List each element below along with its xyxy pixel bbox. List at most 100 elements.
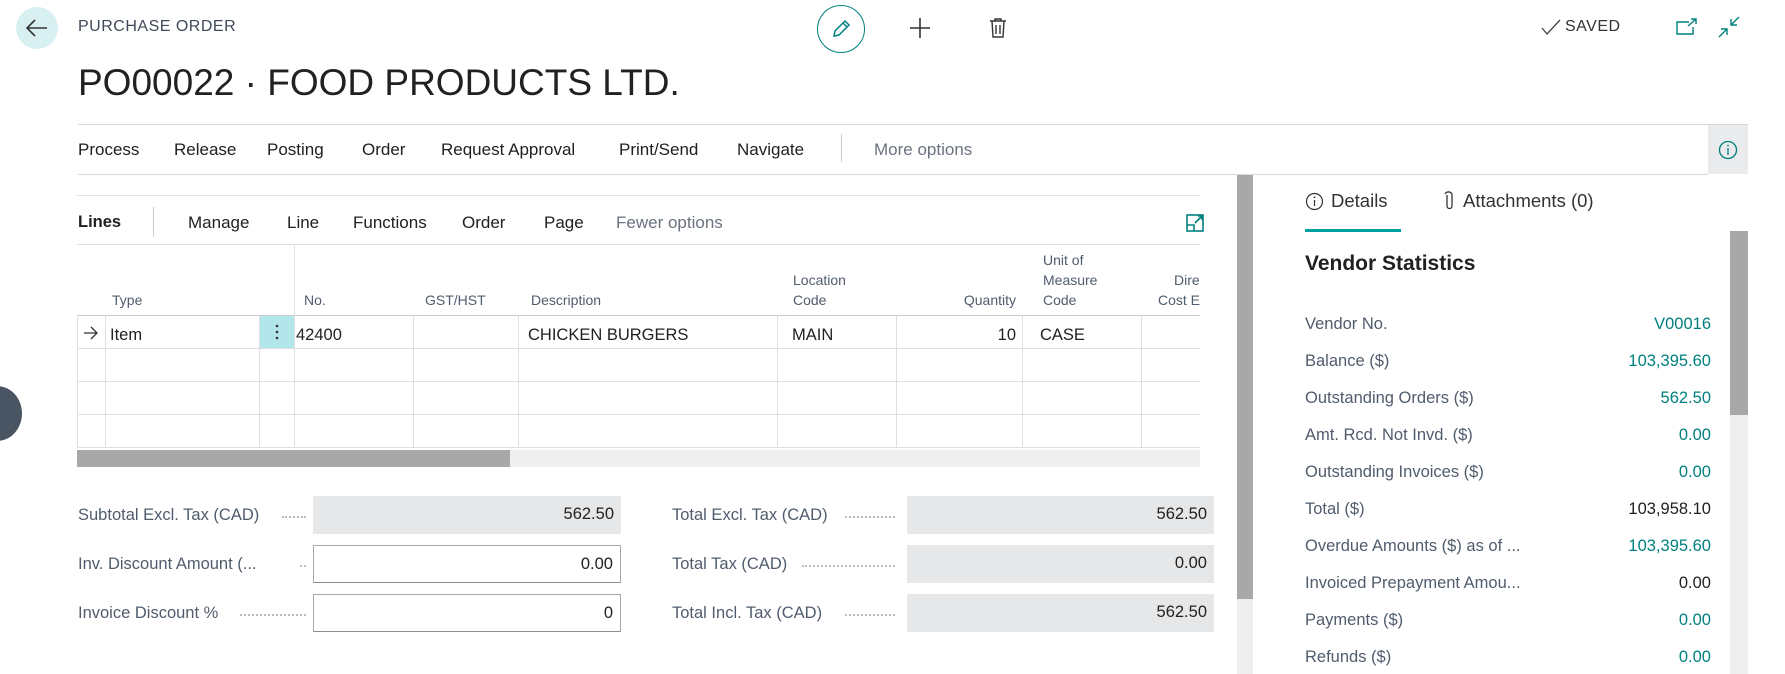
action-process[interactable]: Process bbox=[78, 140, 140, 159]
fewer-options-button[interactable]: Fewer options bbox=[616, 213, 723, 232]
horizontal-scrollbar-thumb[interactable] bbox=[77, 450, 510, 467]
pencil-icon bbox=[833, 19, 851, 37]
lines-menu-manage[interactable]: Manage bbox=[188, 213, 250, 232]
row-uom[interactable]: CASE bbox=[1040, 326, 1085, 344]
row-location-code[interactable]: MAIN bbox=[792, 326, 834, 344]
current-row-arrow-icon bbox=[83, 326, 99, 345]
action-order[interactable]: Order bbox=[362, 140, 406, 159]
row-quantity[interactable]: 10 bbox=[997, 326, 1016, 344]
info-icon bbox=[1305, 192, 1324, 210]
col-location-code[interactable]: Location Code bbox=[793, 270, 846, 310]
col-direct-line1: Direct bbox=[1174, 272, 1200, 288]
stat-value-link[interactable]: 0.00 bbox=[1678, 463, 1711, 481]
col-unit-of-measure-code[interactable]: Unit of Measure Code bbox=[1043, 250, 1097, 310]
grid-col-line bbox=[294, 244, 295, 447]
page-title: PO00022 · FOOD PRODUCTS LTD. bbox=[78, 62, 680, 103]
vendor-statistics-heading: Vendor Statistics bbox=[1305, 252, 1476, 275]
col-location-line1: Location bbox=[793, 272, 846, 288]
delete-button[interactable] bbox=[988, 17, 1008, 44]
row-type[interactable]: Item bbox=[110, 326, 143, 344]
tab-details[interactable]: Details bbox=[1305, 190, 1388, 212]
stat-value-link[interactable]: V00016 bbox=[1654, 315, 1711, 333]
stat-row-total: Total ($) 103,958.10 bbox=[1305, 500, 1711, 519]
more-vertical-icon bbox=[275, 324, 279, 340]
row-no[interactable]: 42400 bbox=[296, 326, 342, 344]
stat-label: Overdue Amounts ($) as of ... bbox=[1305, 537, 1521, 555]
action-request-approval[interactable]: Request Approval bbox=[441, 140, 576, 159]
back-button[interactable] bbox=[16, 7, 58, 49]
leader-dots bbox=[845, 614, 895, 616]
stat-value-link[interactable]: 0.00 bbox=[1678, 611, 1711, 629]
grid-col-line bbox=[1141, 315, 1142, 447]
col-direct-cost[interactable]: Direct Cost Excl. bbox=[1158, 270, 1200, 310]
expand-icon bbox=[1186, 214, 1204, 232]
leader-dots bbox=[845, 516, 895, 518]
invoice-discount-pct-input[interactable]: 0 bbox=[313, 594, 621, 632]
tab-details-underline bbox=[1305, 229, 1401, 232]
inv-discount-amount-input[interactable]: 0.00 bbox=[313, 545, 621, 583]
row-description[interactable]: CHICKEN BURGERS bbox=[528, 326, 689, 344]
stat-value-link[interactable]: 0.00 bbox=[1678, 648, 1711, 666]
tab-attachments[interactable]: Attachments (0) bbox=[1444, 190, 1594, 212]
grid-col-line bbox=[105, 315, 106, 447]
horizontal-scrollbar[interactable] bbox=[77, 450, 1200, 467]
stat-label: Outstanding Orders ($) bbox=[1305, 389, 1474, 407]
collapse-button[interactable] bbox=[1718, 16, 1740, 43]
main-vertical-scrollbar-thumb[interactable] bbox=[1237, 175, 1253, 599]
factbox-scrollbar[interactable] bbox=[1730, 231, 1748, 674]
stat-row-balance: Balance ($) 103,395.60 bbox=[1305, 352, 1711, 371]
grid-row-line bbox=[77, 381, 1200, 382]
stat-value-link[interactable]: 562.50 bbox=[1660, 389, 1711, 407]
col-no[interactable]: No. bbox=[304, 292, 326, 308]
stat-label: Refunds ($) bbox=[1305, 648, 1392, 666]
lines-menu-functions[interactable]: Functions bbox=[353, 213, 427, 232]
factbox-toggle-button[interactable] bbox=[1708, 125, 1748, 174]
side-panel-handle[interactable] bbox=[0, 386, 22, 441]
stat-value-link[interactable]: 103,395.60 bbox=[1628, 537, 1711, 555]
stat-row-refunds: Refunds ($) 0.00 bbox=[1305, 648, 1711, 667]
expand-lines-button[interactable] bbox=[1186, 214, 1204, 237]
grid-col-line bbox=[518, 315, 519, 447]
new-button[interactable] bbox=[908, 16, 932, 45]
col-description[interactable]: Description bbox=[531, 292, 602, 308]
stat-row-amt-rcd-not-invd: Amt. Rcd. Not Invd. ($) 0.00 bbox=[1305, 426, 1711, 445]
grid-row-line bbox=[77, 447, 1200, 448]
plus-icon bbox=[910, 18, 930, 38]
stat-label: Payments ($) bbox=[1305, 611, 1404, 629]
col-gst-hst[interactable]: GST/HST bbox=[425, 292, 486, 308]
grid-row-line bbox=[77, 414, 1200, 415]
stat-label: Total ($) bbox=[1305, 500, 1365, 518]
action-release[interactable]: Release bbox=[174, 140, 237, 159]
factbox-scrollbar-thumb[interactable] bbox=[1730, 231, 1748, 415]
open-new-window-button[interactable] bbox=[1676, 18, 1698, 41]
col-quantity[interactable]: Quantity bbox=[963, 292, 1016, 308]
lines-menu-line[interactable]: Line bbox=[287, 213, 320, 232]
subtotal-value: 562.50 bbox=[313, 496, 621, 534]
grid-col-line bbox=[896, 315, 897, 447]
grid-col-line bbox=[777, 315, 778, 447]
grid-header-bottom bbox=[77, 315, 1200, 316]
stat-value-link[interactable]: 103,395.60 bbox=[1628, 352, 1711, 370]
stat-value: 0.00 bbox=[1678, 574, 1711, 592]
total-incl-tax-value: 562.50 bbox=[907, 594, 1214, 632]
more-options-button[interactable]: More options bbox=[874, 140, 973, 159]
action-bar-divider-bottom bbox=[78, 174, 1708, 175]
total-excl-tax-label: Total Excl. Tax (CAD) bbox=[672, 506, 828, 524]
col-type[interactable]: Type bbox=[112, 292, 143, 308]
leader-dots bbox=[300, 565, 306, 567]
edit-button[interactable] bbox=[817, 5, 865, 53]
row-actions-button[interactable] bbox=[260, 316, 294, 348]
open-in-new-window-icon bbox=[1676, 18, 1697, 35]
main-vertical-scrollbar[interactable] bbox=[1237, 175, 1253, 674]
action-print-send[interactable]: Print/Send bbox=[619, 140, 699, 159]
invoice-discount-pct-label: Invoice Discount % bbox=[78, 604, 219, 622]
stat-label: Balance ($) bbox=[1305, 352, 1390, 370]
lines-menu-page[interactable]: Page bbox=[544, 213, 584, 232]
stat-value-link[interactable]: 0.00 bbox=[1678, 426, 1711, 444]
arrow-left-icon bbox=[26, 19, 47, 37]
stat-row-overdue-amounts: Overdue Amounts ($) as of ... 103,395.60 bbox=[1305, 537, 1711, 556]
action-posting[interactable]: Posting bbox=[267, 140, 324, 159]
action-navigate[interactable]: Navigate bbox=[737, 140, 805, 159]
saved-status: SAVED bbox=[1541, 18, 1621, 36]
lines-menu-order[interactable]: Order bbox=[462, 213, 506, 232]
